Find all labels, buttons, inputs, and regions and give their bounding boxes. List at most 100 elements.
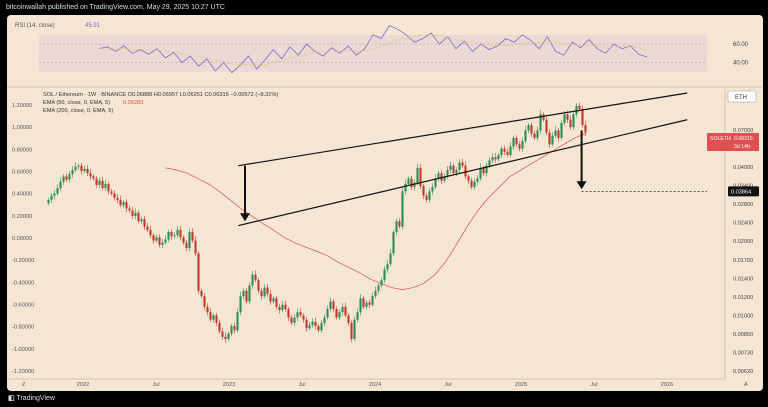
- candle-body: [254, 274, 257, 281]
- x-tick-label: Jul: [444, 382, 451, 388]
- candle-body: [161, 242, 164, 245]
- x-tick-label: 2023: [223, 382, 235, 388]
- candle-body: [47, 199, 50, 204]
- candle-body: [242, 290, 245, 297]
- rsi-label: RSI (14, close): [15, 23, 55, 29]
- candle-body: [284, 304, 287, 309]
- candle-body: [575, 105, 578, 115]
- candle-body: [425, 195, 428, 200]
- candle-body: [332, 301, 335, 309]
- currency-badge-label: ETH: [735, 95, 747, 101]
- target-label-box: [728, 186, 759, 197]
- candle-body: [287, 308, 290, 318]
- candle-body: [497, 155, 500, 160]
- axis-layer: 1.20000 1.00000 0.80000 0.60000 0.40000 0.200…: [7, 87, 759, 388]
- candle-body: [95, 178, 98, 185]
- candle-body: [314, 321, 317, 327]
- candle-body: [296, 312, 299, 318]
- candle-body: [218, 322, 221, 332]
- x-tick-label: 2022: [77, 382, 89, 388]
- candle-body: [410, 178, 413, 188]
- x-tick-label: Jul: [152, 382, 159, 388]
- candle-body: [134, 212, 137, 216]
- candle-body: [98, 180, 101, 185]
- candle-body: [470, 180, 473, 188]
- candle-body: [215, 315, 218, 323]
- candle-body: [206, 306, 209, 313]
- publisher-header: bitcoinwallah published on TradingView.c…: [0, 0, 768, 15]
- candle-body: [266, 287, 269, 295]
- candle-body: [536, 130, 539, 138]
- candle-body: [341, 306, 344, 313]
- candle-body: [227, 333, 230, 339]
- candle-body: [290, 317, 293, 323]
- left-tick-label: 0.80000: [12, 147, 32, 153]
- candle-body: [350, 322, 353, 339]
- candle-body: [245, 290, 248, 302]
- candle-body: [155, 237, 158, 241]
- candle-body: [437, 173, 440, 179]
- candle-body: [344, 306, 347, 316]
- target-label-value: 0.03864: [731, 189, 751, 195]
- candle-body: [323, 317, 326, 323]
- ema50-line: [165, 133, 586, 291]
- candle-body: [335, 308, 338, 318]
- candle-body: [572, 114, 575, 128]
- pattern-height-arrow: [240, 165, 250, 222]
- candle-body: [263, 287, 266, 297]
- candle-body: [515, 137, 518, 145]
- candle-body: [302, 315, 305, 320]
- candle-body: [203, 296, 206, 307]
- candle-body: [479, 167, 482, 179]
- candle-body: [533, 133, 536, 138]
- candle-body: [158, 237, 161, 245]
- candle-body: [107, 183, 110, 192]
- candle-body: [518, 144, 521, 149]
- x-tick-label: 2024: [369, 382, 381, 388]
- candle-body: [236, 312, 239, 331]
- rsi-pane: RSI (14, close) 45.91 60.00 40.00: [7, 23, 763, 88]
- candle-body: [488, 160, 491, 166]
- candle-body: [146, 226, 149, 230]
- candle-body: [239, 296, 242, 313]
- candle-body: [329, 301, 332, 309]
- candle-body: [494, 157, 497, 160]
- candle-body: [326, 308, 329, 318]
- candle-body: [542, 114, 545, 120]
- left-tick-label: -1.00000: [12, 347, 34, 353]
- candle-body: [281, 304, 284, 311]
- right-tick-label: 0.07000: [733, 128, 753, 134]
- channel-lower-line: [238, 119, 688, 227]
- footer: ◧ TradingView: [0, 391, 768, 407]
- candle-body: [209, 312, 212, 320]
- candle-body: [197, 253, 200, 291]
- candle-body: [581, 109, 584, 126]
- candle-body: [200, 290, 203, 297]
- candle-body: [293, 317, 296, 323]
- candle-body: [230, 326, 233, 334]
- candle-body: [320, 322, 323, 331]
- candle-body: [521, 141, 524, 149]
- price-label-countdown: 3d 14h: [734, 144, 750, 150]
- candle-body: [452, 165, 455, 174]
- candle-body: [89, 173, 92, 177]
- candle-body: [176, 229, 179, 236]
- candle-body: [59, 181, 62, 189]
- candle-body: [74, 166, 77, 170]
- candle-body: [485, 165, 488, 174]
- legend-ema200: EMA (200, close, 0, EMA, 5): [43, 108, 113, 114]
- candle-body: [278, 306, 281, 311]
- candle-body: [149, 229, 152, 236]
- candle-body: [404, 183, 407, 192]
- candle-body: [338, 312, 341, 318]
- left-tick-label: -0.40000: [12, 280, 34, 286]
- chart-svg[interactable]: RSI (14, close) 45.91 60.00 40.00 SOL / Eth…: [7, 15, 763, 391]
- price-label-box: [707, 133, 759, 151]
- candle-body: [356, 312, 359, 320]
- candle-body: [446, 169, 449, 177]
- price-label-value: 0.06315: [734, 136, 753, 142]
- left-tick-label: 0.00000: [12, 236, 32, 242]
- candle-body: [374, 290, 377, 297]
- candle-body: [365, 302, 368, 307]
- candle-body: [440, 173, 443, 181]
